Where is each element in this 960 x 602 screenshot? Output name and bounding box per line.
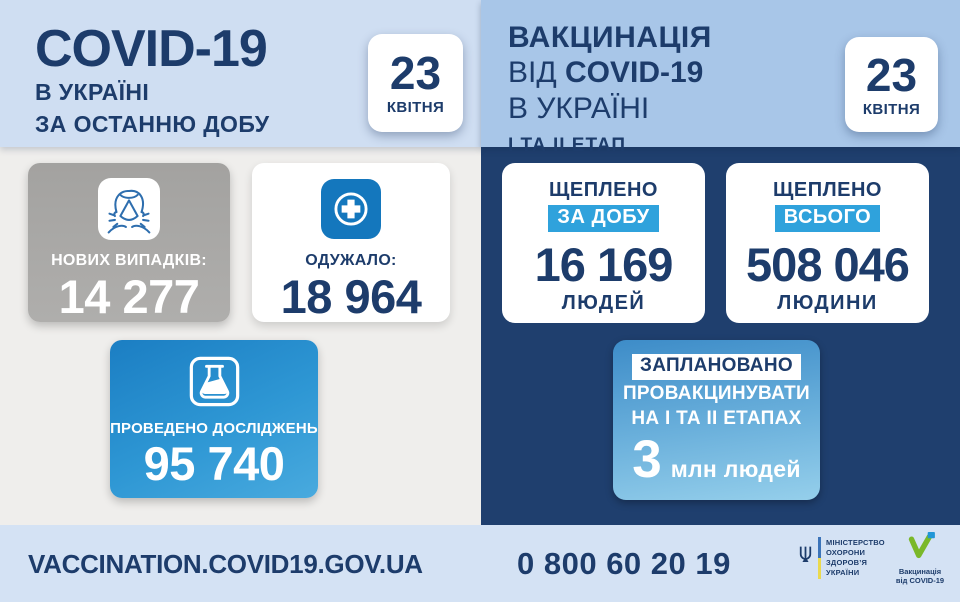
- left-title-block: COVID-19 В УКРАЇНІ ЗА ОСТАННЮ ДОБУ: [35, 22, 269, 139]
- moh-line-4: УКРАЇНИ: [826, 568, 860, 577]
- vaccinated-daily-card: ЩЕПЛЕНО ЗА ДОБУ 16 169 ЛЮДЕЙ: [502, 163, 705, 323]
- moh-line-1: МІНІСТЕРСТВО: [826, 538, 885, 547]
- vaccination-logo-text: Вакцинація від COVID-19: [896, 567, 944, 585]
- planned-unit: млн людей: [670, 456, 801, 482]
- date-day: 23: [865, 48, 918, 101]
- line2-regular: ВІД: [508, 56, 565, 90]
- new-cases-label: НОВИХ ВИПАДКІВ:: [51, 252, 207, 269]
- date-badge-right: 23 КВІТНЯ: [845, 37, 938, 132]
- vaccination-title: ВАКЦИНАЦІЯ: [508, 21, 712, 54]
- date-month: КВІТНЯ: [862, 100, 921, 118]
- vaccinated-total-value: 508 046: [746, 238, 910, 291]
- planned-tag: ЗАПЛАНОВАНО: [632, 354, 801, 380]
- planned-value: 3: [632, 430, 662, 489]
- covid-subtitle-2: ЗА ОСТАННЮ ДОБУ: [35, 110, 270, 137]
- footer-bar: [0, 525, 960, 602]
- right-title-block: ВАКЦИНАЦІЯ ВІД COVID-19 В УКРАЇНІ І ТА І…: [508, 20, 712, 157]
- vaccinated-daily-unit: ЛЮДЕЙ: [561, 292, 646, 314]
- website-url: VACCINATION.COVID19.GOV.UA: [28, 549, 423, 579]
- moh-line-2: ОХОРОНИ: [826, 548, 866, 557]
- planned-line1: ПРОВАКЦИНУВАТИ: [622, 383, 811, 404]
- planned-value-row: 3 млн людей: [632, 430, 801, 489]
- vaccinated-total-tag: ВСЬОГО: [774, 205, 881, 232]
- vaccinated-daily-label: ЩЕПЛЕНО: [549, 179, 658, 201]
- sneezing-person-icon: [98, 178, 160, 240]
- vaccination-campaign-logo: Вакцинація від COVID-19: [892, 532, 948, 585]
- covid-subtitle-1: В УКРАЇНІ: [35, 79, 150, 106]
- ministry-logo-text: МІНІСТЕРСТВО ОХОРОНИ ЗДОРОВ’Я УКРАЇНИ: [826, 538, 885, 578]
- vaccination-title-line2: ВІД COVID-19: [508, 55, 712, 90]
- date-badge-left: 23 КВІТНЯ: [368, 34, 463, 132]
- tests-label: ПРОВЕДЕНО ДОСЛІДЖЕНЬ: [110, 420, 318, 437]
- vaccinated-daily-value: 16 169: [534, 238, 674, 291]
- vaccinated-daily-tag: ЗА ДОБУ: [548, 205, 659, 232]
- recovered-card: ОДУЖАЛО: 18 964: [252, 163, 450, 322]
- new-cases-card: НОВИХ ВИПАДКІВ: 14 277: [28, 163, 230, 322]
- vaccination-title-line3: В УКРАЇНІ: [508, 91, 650, 125]
- date-month: КВІТНЯ: [386, 99, 445, 116]
- vacc-line-1: Вакцинація: [898, 567, 942, 576]
- moh-line-3: ЗДОРОВ’Я: [826, 558, 868, 567]
- vaccination-v-icon: [905, 532, 936, 564]
- planned-line2: НА І ТА ІІ ЕТАПАХ: [631, 408, 802, 429]
- vaccinated-total-label: ЩЕПЛЕНО: [773, 179, 882, 201]
- medical-cross-icon: [321, 179, 381, 239]
- vaccinated-total-unit: ЛЮДИНИ: [777, 292, 878, 314]
- tests-value: 95 740: [143, 437, 285, 490]
- line2-bold: COVID-19: [565, 56, 704, 90]
- ministry-of-health-logo: МІНІСТЕРСТВО ОХОРОНИ ЗДОРОВ’Я УКРАЇНИ: [798, 537, 885, 579]
- date-day: 23: [389, 47, 442, 99]
- planned-vaccination-card: ЗАПЛАНОВАНО ПРОВАКЦИНУВАТИ НА І ТА ІІ ЕТ…: [613, 340, 820, 500]
- ukraine-trident-icon: [798, 545, 813, 571]
- hotline-phone: 0 800 60 20 19: [517, 546, 731, 581]
- new-cases-value: 14 277: [58, 270, 200, 323]
- vacc-line-2: від COVID-19: [895, 576, 945, 585]
- lab-flask-icon: [186, 353, 243, 410]
- tests-card: ПРОВЕДЕНО ДОСЛІДЖЕНЬ 95 740: [110, 340, 318, 498]
- covid-title: COVID-19: [35, 20, 268, 78]
- recovered-label: ОДУЖАЛО:: [305, 252, 397, 269]
- vaccination-stage-line: І ТА ІІ ЕТАП: [508, 135, 627, 157]
- vaccinated-total-card: ЩЕПЛЕНО ВСЬОГО 508 046 ЛЮДИНИ: [726, 163, 929, 323]
- logo-divider-bar: [818, 537, 821, 579]
- recovered-value: 18 964: [280, 270, 422, 323]
